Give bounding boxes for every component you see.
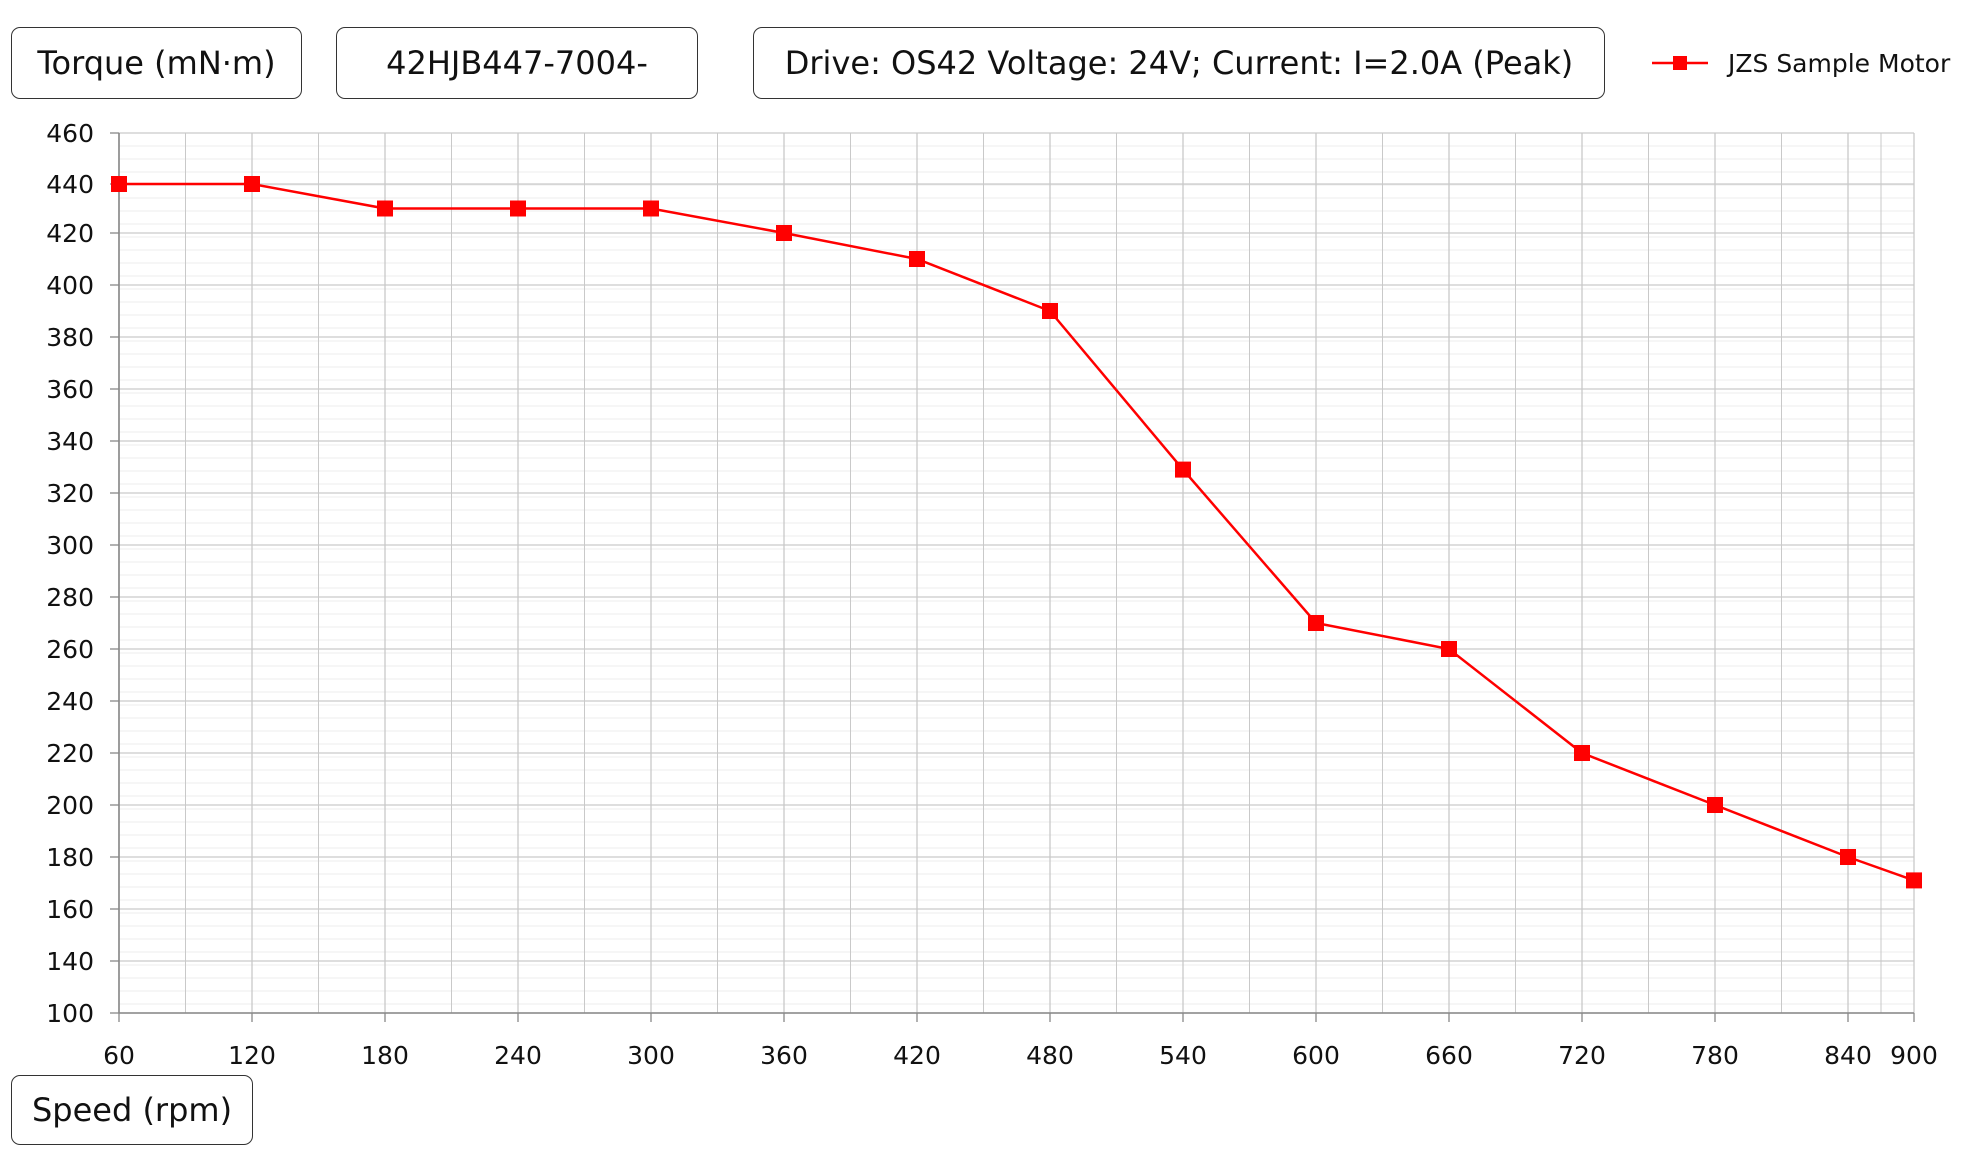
- x-tick-label: 900: [1890, 1041, 1938, 1070]
- y-tick-label: 420: [46, 219, 94, 248]
- data-point-marker: [1175, 461, 1191, 478]
- minor-grid: [119, 132, 1914, 1013]
- x-tick-label: 300: [627, 1041, 675, 1070]
- series-layer: [111, 176, 1922, 889]
- x-tick-label: 660: [1425, 1041, 1473, 1070]
- legend-label: JZS Sample Motor: [1728, 48, 1951, 78]
- axes: [110, 132, 1915, 1022]
- data-point-marker: [643, 200, 659, 217]
- x-tick-label: 540: [1159, 1041, 1207, 1070]
- x-tick-label: 720: [1558, 1041, 1606, 1070]
- legend-marker-icon: [1652, 56, 1708, 70]
- y-tick-label: 300: [46, 531, 94, 560]
- y-tick-label: 240: [46, 687, 94, 716]
- drive-annotation: Drive: OS42 Voltage: 24V; Current: I=2.0…: [753, 27, 1605, 99]
- data-point-marker: [1707, 797, 1723, 813]
- x-tick-label: 120: [228, 1041, 276, 1070]
- y-tick-label: 160: [46, 895, 94, 924]
- data-point-marker: [1574, 745, 1590, 761]
- y-tick-label: 360: [46, 375, 94, 404]
- data-point-marker: [1840, 849, 1856, 865]
- x-tick-label: 480: [1026, 1041, 1074, 1070]
- y-tick-label: 340: [46, 427, 94, 456]
- y-tick-label: 380: [46, 323, 94, 352]
- data-point-marker: [244, 176, 260, 192]
- x-tick-label: 840: [1824, 1041, 1872, 1070]
- y-axis-label: Torque (mN·m): [11, 27, 302, 99]
- data-point-marker: [111, 176, 127, 192]
- data-point-marker: [1308, 615, 1324, 631]
- data-point-marker: [909, 251, 925, 267]
- y-tick-label: 220: [46, 739, 94, 768]
- x-tick-label: 360: [760, 1041, 808, 1070]
- x-tick-label: 600: [1292, 1041, 1340, 1070]
- y-tick-label: 460: [46, 119, 94, 148]
- y-tick-label: 440: [46, 170, 94, 199]
- data-point-marker: [1042, 303, 1058, 319]
- x-tick-label: 420: [893, 1041, 941, 1070]
- legend: JZS Sample Motor: [1650, 42, 1950, 84]
- y-tick-labels: 460 440 420 400 380 360 340 320 300 280 260 240 220 2…: [46, 119, 94, 1028]
- data-point-marker: [1906, 872, 1922, 889]
- data-point-marker: [377, 200, 393, 217]
- y-tick-label: 180: [46, 843, 94, 872]
- data-point-marker: [776, 225, 792, 241]
- major-grid: [118, 132, 1915, 1014]
- y-tick-label: 400: [46, 271, 94, 300]
- x-tick-label: 780: [1691, 1041, 1739, 1070]
- y-tick-label: 280: [46, 583, 94, 612]
- x-axis-label: Speed (rpm): [11, 1075, 253, 1145]
- x-tick-label: 180: [361, 1041, 409, 1070]
- y-tick-label: 100: [46, 999, 94, 1028]
- x-tick-labels: 60 120 180 240 300 360 420 480 540 600 660 720 780 84…: [103, 1041, 1938, 1070]
- model-annotation: 42HJB447-7004-: [336, 27, 698, 99]
- y-tick-label: 140: [46, 947, 94, 976]
- y-tick-label: 200: [46, 791, 94, 820]
- series-line: [119, 182, 1915, 882]
- x-tick-label: 240: [494, 1041, 542, 1070]
- data-point-marker: [1441, 641, 1457, 657]
- x-tick-label: 60: [103, 1041, 135, 1070]
- y-tick-label: 260: [46, 635, 94, 664]
- y-tick-label: 320: [46, 479, 94, 508]
- data-point-marker: [510, 200, 526, 217]
